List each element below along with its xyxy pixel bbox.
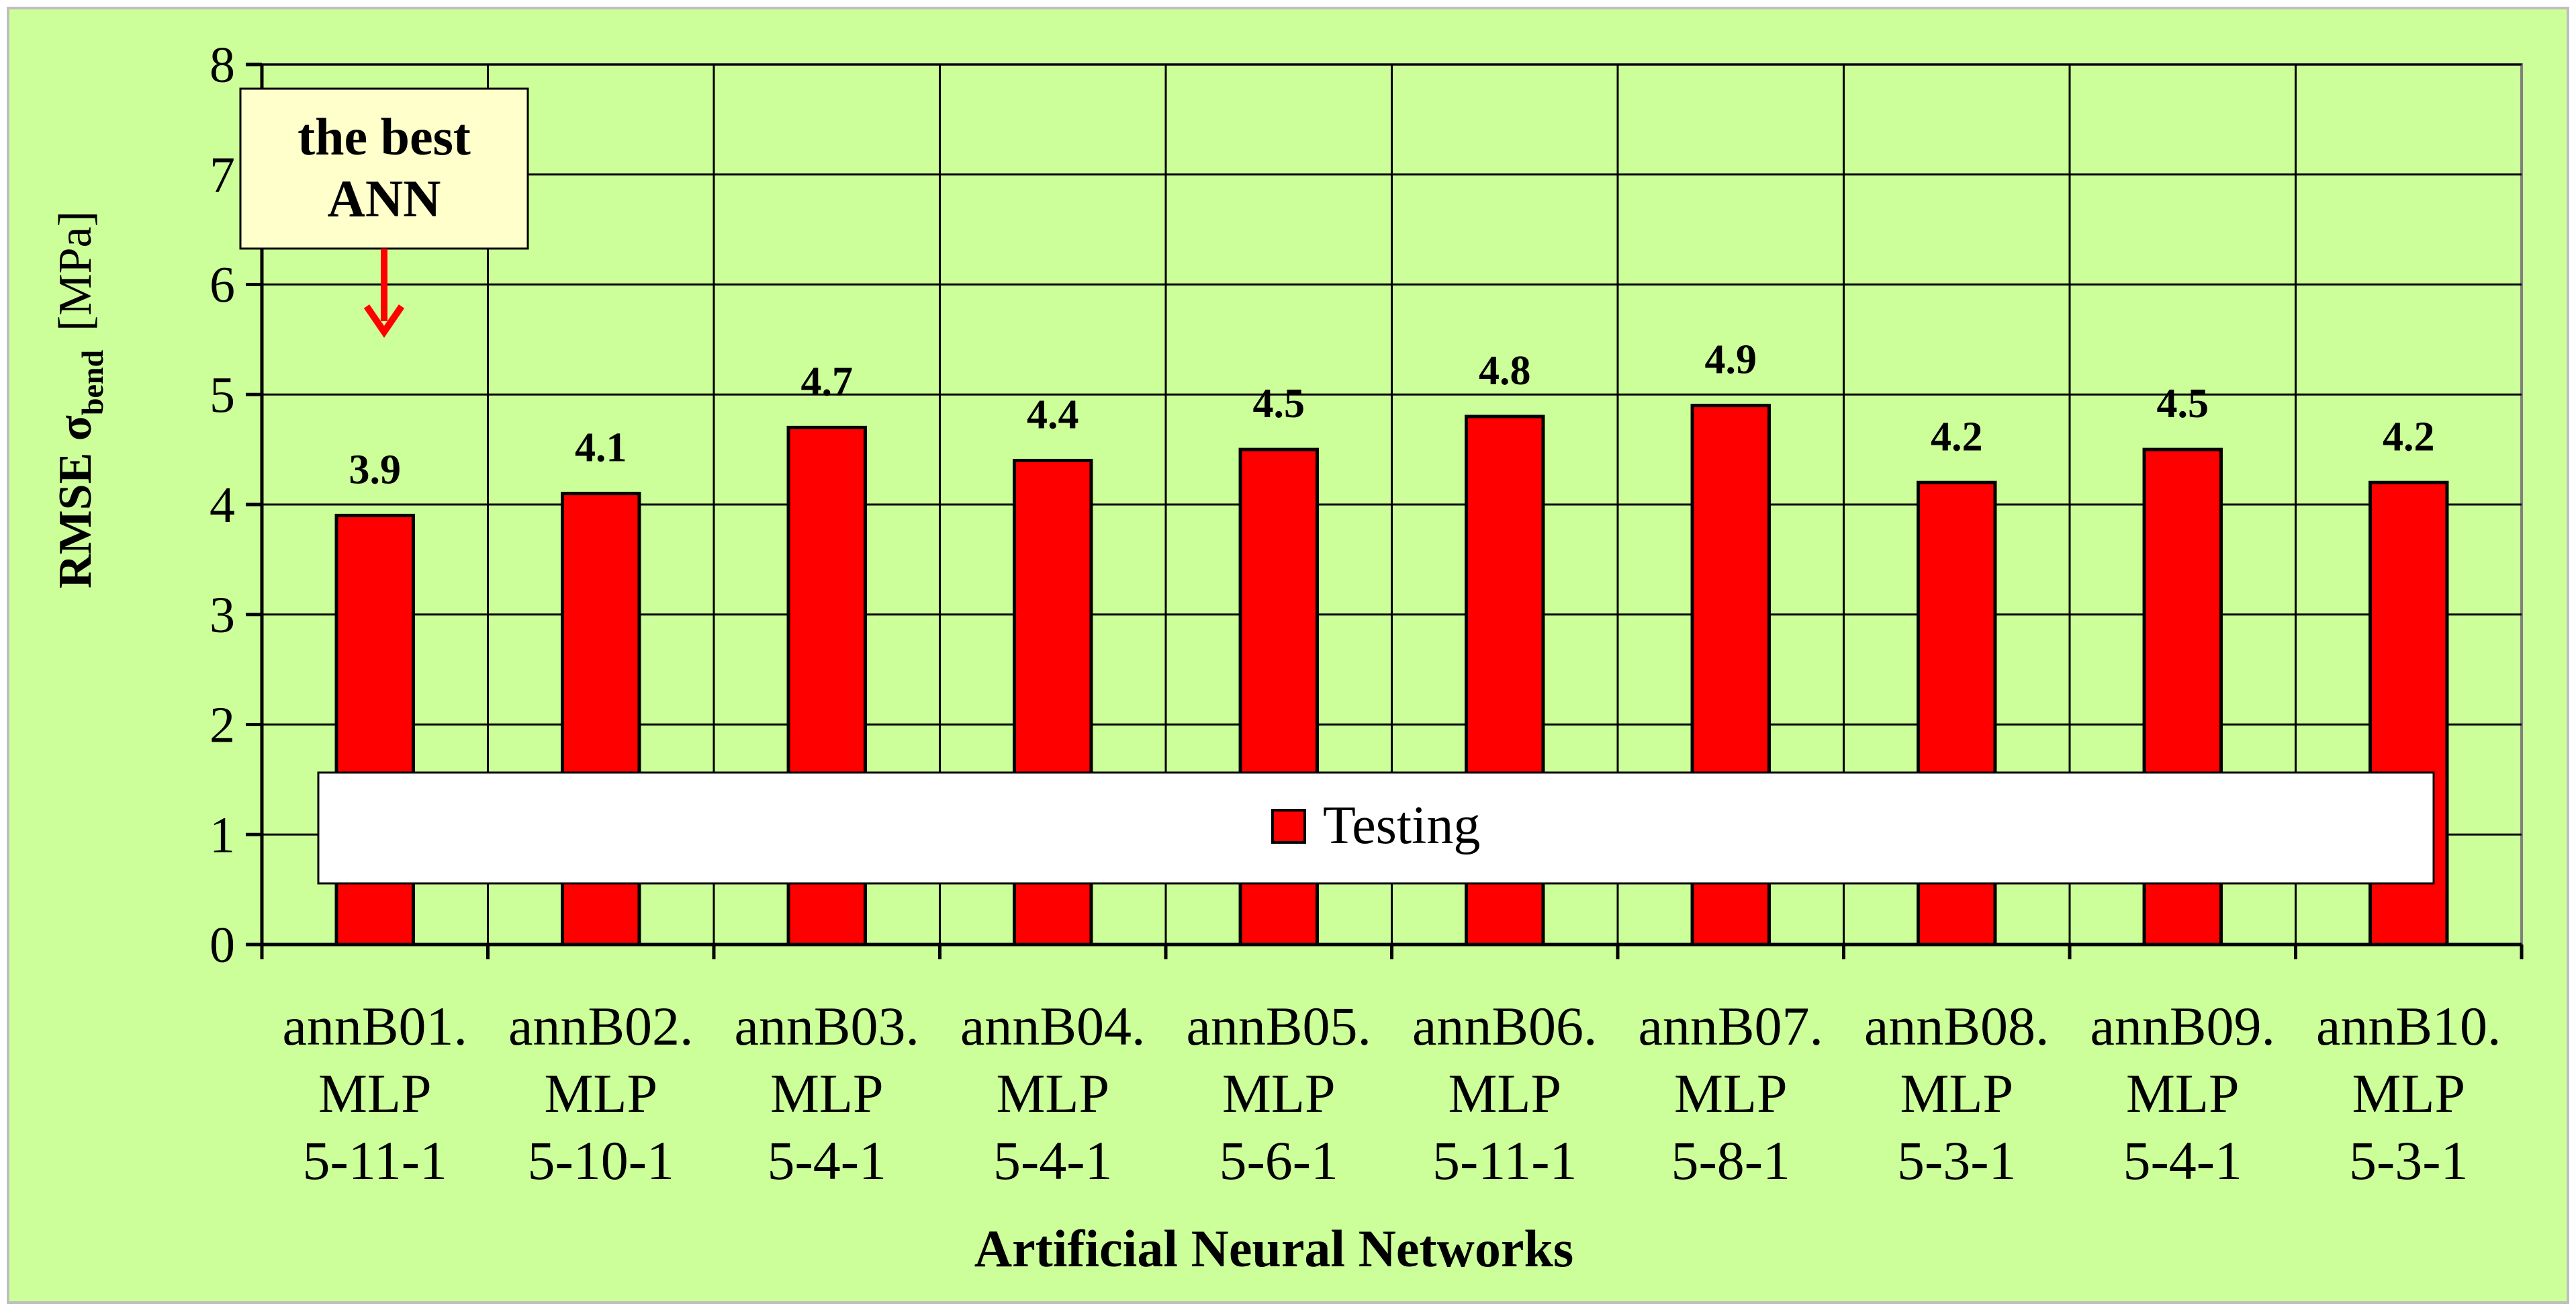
x-tick-label: annB03. — [734, 996, 919, 1057]
y-tick-label: 8 — [210, 37, 235, 93]
data-label: 4.4 — [1027, 392, 1079, 438]
callout-line-2: ANN — [328, 169, 441, 228]
y-axis-label: RMSE σbend [MPa] — [50, 211, 109, 588]
y-tick-label: 0 — [210, 917, 235, 973]
data-label: 4.1 — [575, 425, 627, 471]
data-label: 4.5 — [2157, 381, 2209, 427]
callout-arrow-head — [363, 304, 405, 338]
x-tick-label: MLP — [2352, 1063, 2465, 1124]
x-tick-label: annB10. — [2316, 996, 2501, 1057]
data-labels: 3.9 4.1 4.7 4.4 4.5 4.8 4.9 4.2 4.5 4.2 — [349, 337, 2435, 493]
category-labels: annB01.MLP5-11-1annB02.MLP5-10-1annB03.M… — [282, 996, 2501, 1191]
y-tick-label: 2 — [210, 697, 235, 754]
callout-line-1: the best — [297, 107, 471, 166]
x-tick-label: MLP — [770, 1063, 884, 1124]
y-tick-label: 5 — [210, 367, 235, 423]
data-label: 4.9 — [1705, 337, 1757, 383]
y-axis-label-subscript: bend — [75, 350, 109, 416]
x-tick-label: 5-11-1 — [1432, 1130, 1577, 1191]
y-axis-label-main: RMSE σ — [50, 415, 101, 588]
y-tick-label: 3 — [210, 587, 235, 644]
x-tick-label: annB08. — [1864, 996, 2050, 1057]
x-tick-label: 5-4-1 — [767, 1130, 886, 1191]
x-tick-label: 5-4-1 — [993, 1130, 1113, 1191]
x-tick-label: MLP — [1674, 1063, 1788, 1124]
legend-swatch — [1271, 809, 1306, 844]
y-tick-label: 7 — [210, 147, 235, 204]
x-tick-label: MLP — [1900, 1063, 2013, 1124]
data-label: 4.2 — [2383, 414, 2435, 459]
y-tick-label: 4 — [210, 477, 235, 533]
x-tick-label: MLP — [996, 1063, 1109, 1124]
data-label: 3.9 — [349, 447, 402, 492]
x-tick-label: annB05. — [1186, 996, 1371, 1057]
y-tick-label: 1 — [210, 807, 235, 863]
y-tick-labels: 0 1 2 3 4 5 6 7 8 — [210, 37, 235, 973]
data-label: 4.5 — [1253, 381, 1305, 427]
x-tick-label: 5-8-1 — [1671, 1130, 1790, 1191]
x-tick-label: MLP — [1222, 1063, 1336, 1124]
x-tick-label: annB09. — [2090, 996, 2275, 1057]
x-tick-label: annB01. — [282, 996, 467, 1057]
best-ann-callout: the best ANN — [239, 87, 529, 338]
legend: Testing — [317, 771, 2435, 885]
x-tick-label: 5-4-1 — [2123, 1130, 2242, 1191]
data-label: 4.2 — [1931, 414, 1983, 459]
y-tick-label: 6 — [210, 257, 235, 314]
x-tick-label: MLP — [318, 1063, 432, 1124]
legend-label: Testing — [1323, 796, 1480, 855]
legend-box — [317, 771, 2435, 885]
data-label: 4.8 — [1479, 348, 1531, 394]
x-tick-label: 5-3-1 — [1897, 1130, 2017, 1191]
x-tick-label: 5-11-1 — [302, 1130, 447, 1191]
x-tick-label: annB02. — [508, 996, 694, 1057]
x-tick-label: MLP — [2126, 1063, 2240, 1124]
y-axis-label-unit: [MPa] — [50, 211, 101, 331]
x-tick-label: MLP — [1448, 1063, 1561, 1124]
x-tick-label: 5-6-1 — [1219, 1130, 1338, 1191]
x-tick-label: annB07. — [1638, 996, 1823, 1057]
x-tick-label: 5-3-1 — [2349, 1130, 2469, 1191]
x-tick-label: annB06. — [1412, 996, 1598, 1057]
x-tick-label: MLP — [544, 1063, 657, 1124]
data-label: 4.7 — [801, 359, 854, 404]
x-tick-label: 5-10-1 — [527, 1130, 674, 1191]
x-tick-label: annB04. — [960, 996, 1146, 1057]
x-axis-label: Artificial Neural Networks — [974, 1219, 1573, 1278]
